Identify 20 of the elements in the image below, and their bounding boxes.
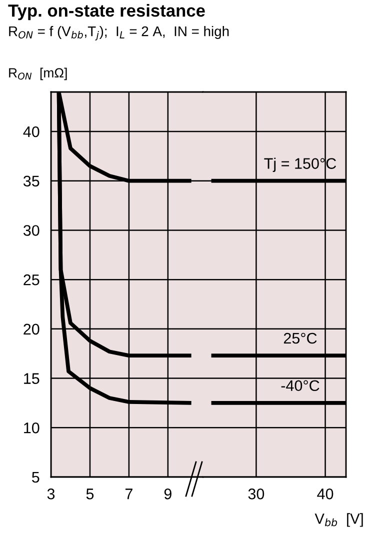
y-tick-label: 20 (24, 324, 40, 335)
chart-title: Typ. on-state resistance (8, 4, 205, 20)
y-tick-label: 15 (24, 373, 40, 384)
series-label: -40°C (281, 380, 320, 392)
x-tick-label: 7 (125, 488, 132, 500)
y-axis-title: R$_{ON}$ [mΩ] (9, 68, 67, 80)
x-tick-label: 30 (248, 488, 264, 500)
series-label: 25°C (284, 332, 317, 344)
x-tick-label: 3 (47, 488, 55, 500)
y-tick-label: 5 (32, 472, 40, 483)
y-tick-label: 25 (24, 274, 40, 286)
x-tick-label: 9 (164, 488, 172, 500)
x-axis-title: V$_{bb}$ [V] (314, 513, 363, 527)
x-tick-label: 5 (86, 488, 94, 500)
y-tick-label: 35 (23, 176, 40, 187)
y-tick-label: 10 (24, 422, 40, 434)
y-tick-label: 30 (23, 225, 40, 236)
x-tick-label: 40 (317, 488, 334, 500)
y-tick-label: 40 (23, 126, 40, 138)
text: R$_{ON}$ = f (V$_{bb}$,T$_{j}$); I$_{L}$ = 2 A, IN = high (9, 26, 229, 40)
